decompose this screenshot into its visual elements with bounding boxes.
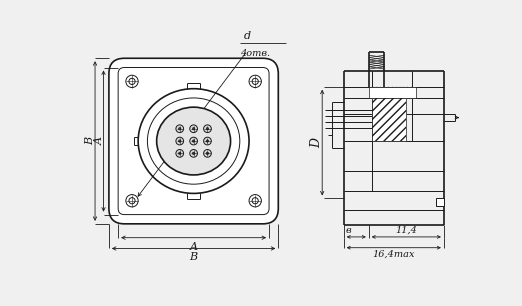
Circle shape bbox=[176, 150, 184, 157]
Circle shape bbox=[204, 125, 211, 132]
FancyBboxPatch shape bbox=[109, 58, 278, 224]
Circle shape bbox=[249, 75, 262, 88]
Circle shape bbox=[204, 137, 211, 145]
Circle shape bbox=[179, 140, 181, 142]
Bar bbox=[369, 87, 416, 98]
Circle shape bbox=[179, 152, 181, 155]
Circle shape bbox=[190, 137, 197, 145]
Circle shape bbox=[206, 140, 209, 142]
Circle shape bbox=[126, 195, 138, 207]
Text: B: B bbox=[189, 252, 198, 262]
Text: в: в bbox=[346, 226, 352, 235]
Circle shape bbox=[193, 140, 195, 142]
Text: A: A bbox=[189, 241, 198, 252]
Circle shape bbox=[190, 125, 197, 132]
Ellipse shape bbox=[157, 107, 231, 175]
Circle shape bbox=[176, 137, 184, 145]
Circle shape bbox=[179, 128, 181, 130]
Circle shape bbox=[193, 152, 195, 155]
Text: A: A bbox=[94, 137, 105, 145]
Circle shape bbox=[206, 128, 209, 130]
Circle shape bbox=[193, 128, 195, 130]
Text: 11,4: 11,4 bbox=[395, 226, 417, 235]
Text: d: d bbox=[244, 31, 251, 41]
Text: B: B bbox=[86, 137, 96, 145]
Bar bbox=[372, 98, 406, 141]
Text: D: D bbox=[310, 138, 323, 147]
Bar bbox=[372, 98, 406, 141]
Circle shape bbox=[190, 150, 197, 157]
Bar bbox=[436, 198, 444, 206]
Text: 16,4max: 16,4max bbox=[373, 250, 415, 259]
Circle shape bbox=[204, 150, 211, 157]
Circle shape bbox=[176, 125, 184, 132]
Circle shape bbox=[249, 195, 262, 207]
Circle shape bbox=[206, 152, 209, 155]
Text: 4отв.: 4отв. bbox=[240, 49, 270, 58]
Circle shape bbox=[126, 75, 138, 88]
